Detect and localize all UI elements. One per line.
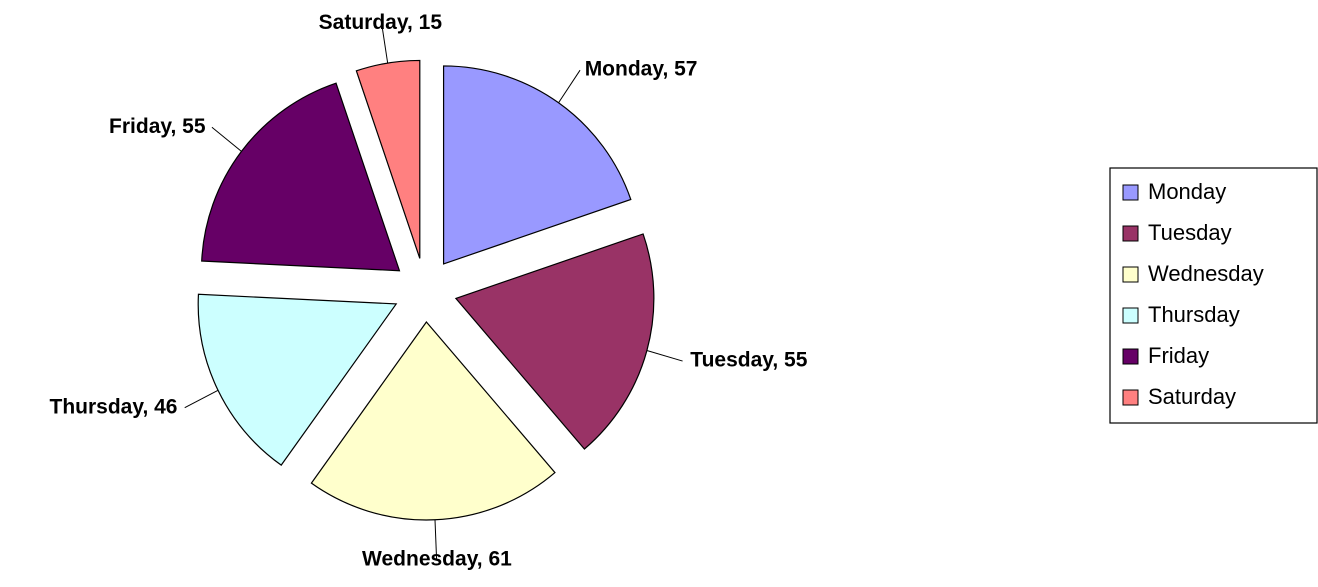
pie-slice <box>201 82 401 272</box>
leader-line <box>558 69 581 104</box>
data-label: Wednesday, 61 <box>362 547 512 570</box>
pie-slice <box>310 320 556 521</box>
data-label: Monday, 57 <box>585 58 698 81</box>
legend-swatch <box>1122 307 1139 324</box>
legend-swatch <box>1122 225 1139 242</box>
legend-swatch <box>1122 389 1139 406</box>
pie-slice <box>442 65 632 265</box>
legend-swatch <box>1122 266 1139 283</box>
legend-swatch <box>1122 184 1139 201</box>
legend-label: Monday <box>1148 179 1226 204</box>
pie-slice <box>454 233 655 450</box>
legend-label: Thursday <box>1148 302 1240 327</box>
legend-label: Wednesday <box>1148 261 1264 286</box>
leader-line <box>211 126 242 152</box>
leader-line <box>381 23 389 64</box>
data-label: Saturday, 15 <box>319 11 443 34</box>
leader-line <box>434 519 438 560</box>
legend-label: Tuesday <box>1148 220 1232 245</box>
data-label: Friday, 55 <box>109 115 206 138</box>
pie-slice <box>355 59 421 259</box>
legend-label: Friday <box>1148 343 1209 368</box>
leader-line <box>646 350 683 362</box>
legend-label: Saturday <box>1148 384 1236 409</box>
legend-box <box>1109 167 1318 424</box>
leader-line <box>184 389 219 409</box>
legend-swatch <box>1122 348 1139 365</box>
pie-slice <box>197 293 398 466</box>
data-label: Thursday, 46 <box>50 395 178 418</box>
data-label: Tuesday, 55 <box>690 349 807 372</box>
